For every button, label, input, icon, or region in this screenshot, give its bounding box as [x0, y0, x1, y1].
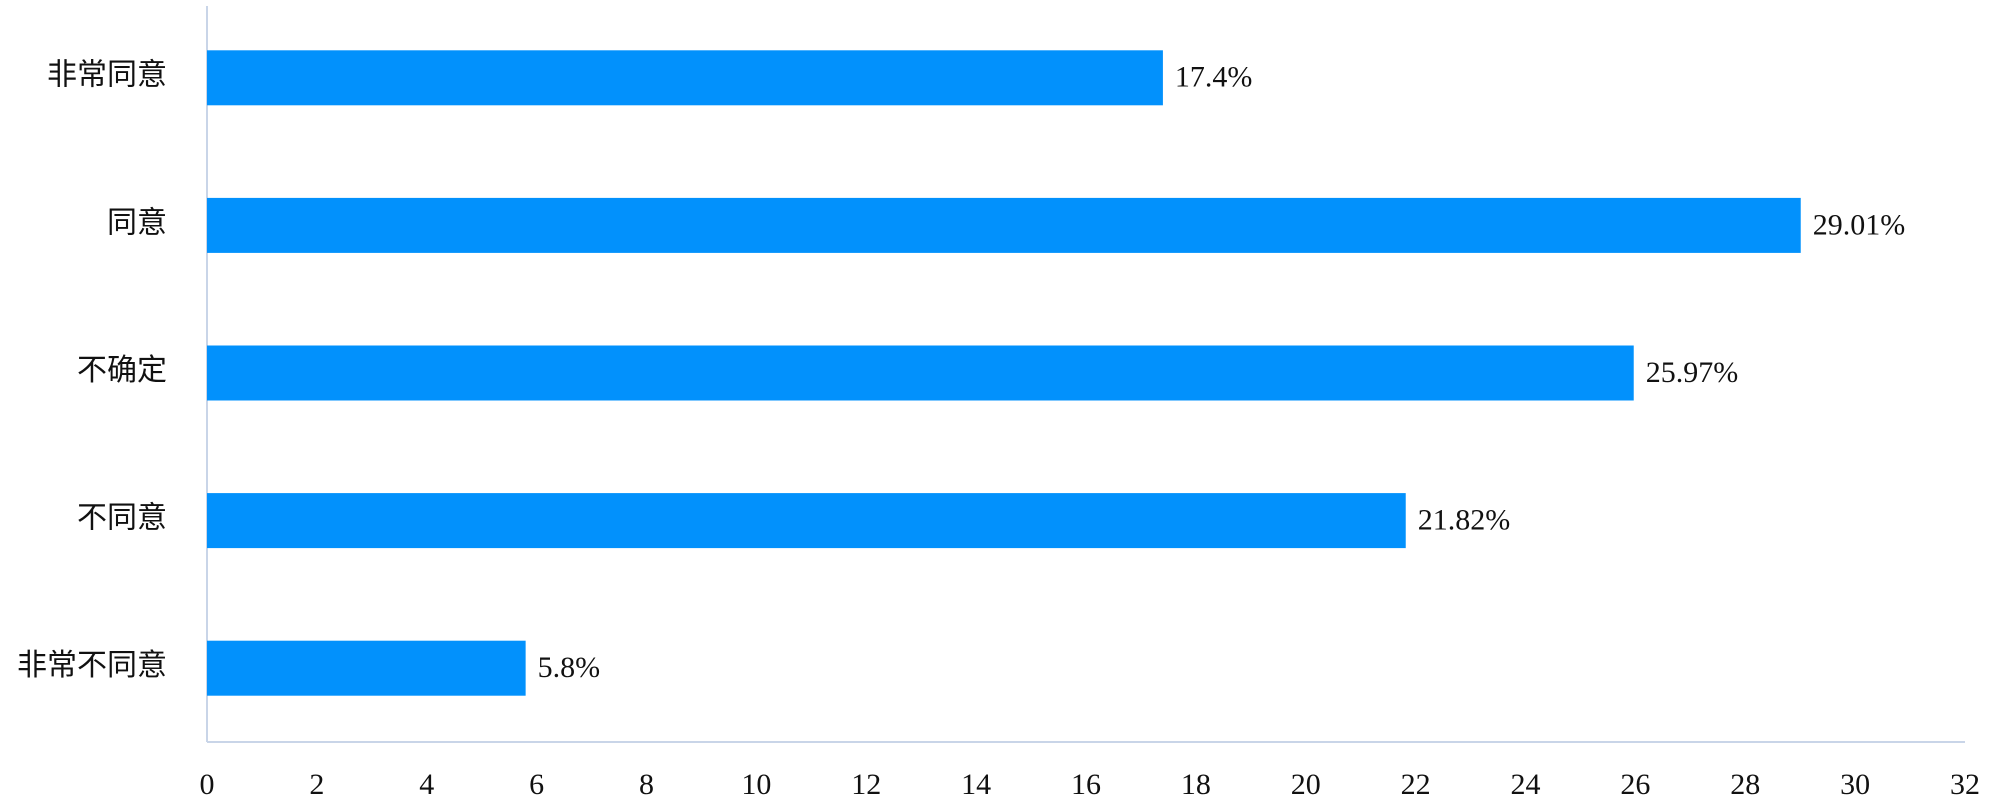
x-tick-label: 8 — [639, 768, 654, 801]
x-tick-label: 20 — [1291, 768, 1321, 801]
x-tick-label: 10 — [741, 768, 771, 801]
bar — [207, 640, 526, 696]
x-tick-label: 14 — [961, 768, 991, 801]
value-label: 25.97% — [1646, 356, 1739, 389]
y-tick-label: 不确定 — [77, 354, 167, 387]
bar — [207, 50, 1163, 106]
x-tick-label: 12 — [851, 768, 881, 801]
y-tick-label: 非常同意 — [47, 59, 167, 92]
x-tick-label: 22 — [1401, 768, 1431, 801]
x-tick-label: 2 — [309, 768, 324, 801]
x-tick-label: 4 — [419, 768, 434, 801]
value-label: 5.8% — [538, 651, 601, 684]
x-tick-label: 30 — [1840, 768, 1870, 801]
value-label: 17.4% — [1175, 61, 1253, 94]
x-tick-label: 16 — [1071, 768, 1101, 801]
y-tick-label: 非常不同意 — [17, 649, 167, 682]
x-tick-label: 24 — [1511, 768, 1541, 801]
x-tick-label: 26 — [1620, 768, 1650, 801]
value-label: 21.82% — [1418, 503, 1511, 536]
y-tick-label: 不同意 — [77, 501, 167, 534]
bar — [207, 197, 1801, 253]
y-tick-label: 同意 — [107, 206, 167, 239]
bar — [207, 493, 1406, 549]
x-tick-label: 18 — [1181, 768, 1211, 801]
bar — [207, 345, 1634, 401]
value-label: 29.01% — [1813, 208, 1906, 241]
x-tick-label: 32 — [1950, 768, 1980, 801]
x-tick-label: 6 — [529, 768, 544, 801]
x-tick-label: 28 — [1730, 768, 1760, 801]
x-tick-label: 0 — [200, 768, 215, 801]
